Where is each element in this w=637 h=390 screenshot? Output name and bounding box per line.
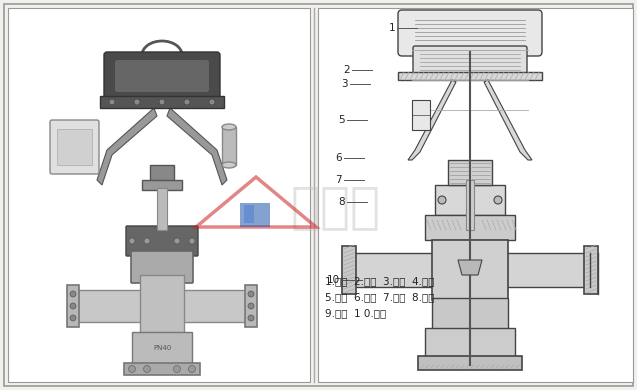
FancyBboxPatch shape bbox=[50, 120, 99, 174]
Circle shape bbox=[144, 238, 150, 244]
Circle shape bbox=[184, 99, 190, 105]
Circle shape bbox=[129, 238, 135, 244]
Bar bbox=[74, 290, 142, 322]
Bar bbox=[418, 356, 522, 370]
Bar bbox=[425, 215, 515, 240]
Bar bbox=[157, 188, 167, 230]
Bar bbox=[140, 275, 184, 335]
Bar bbox=[432, 298, 508, 330]
Circle shape bbox=[248, 303, 254, 309]
Circle shape bbox=[248, 291, 254, 297]
Bar bbox=[466, 180, 474, 230]
Circle shape bbox=[189, 365, 196, 372]
Bar bbox=[584, 246, 598, 294]
Polygon shape bbox=[408, 80, 456, 160]
Text: 5.支架  6.阀杆  7.阀盖  8.阀芯: 5.支架 6.阀杆 7.阀盖 8.阀芯 bbox=[325, 292, 434, 302]
Circle shape bbox=[209, 99, 215, 105]
Polygon shape bbox=[484, 80, 532, 160]
Circle shape bbox=[174, 238, 180, 244]
Bar bbox=[342, 246, 356, 294]
Bar bbox=[124, 363, 200, 375]
Text: 1.膜蓋  2.膜片  3.弹簧  4.推杆: 1.膜蓋 2.膜片 3.弹簧 4.推杆 bbox=[325, 276, 434, 286]
Bar bbox=[245, 285, 257, 327]
Polygon shape bbox=[458, 260, 482, 275]
Bar bbox=[432, 240, 508, 300]
Text: 10: 10 bbox=[327, 275, 340, 285]
FancyBboxPatch shape bbox=[131, 251, 193, 283]
Circle shape bbox=[173, 365, 180, 372]
Ellipse shape bbox=[222, 162, 236, 168]
Bar bbox=[132, 332, 192, 370]
Bar bbox=[244, 205, 254, 223]
Bar bbox=[350, 253, 434, 287]
Text: 7: 7 bbox=[335, 175, 342, 185]
Circle shape bbox=[70, 315, 76, 321]
Text: 杜伯拉: 杜伯拉 bbox=[291, 183, 381, 231]
Text: 1: 1 bbox=[389, 23, 395, 33]
FancyBboxPatch shape bbox=[398, 10, 542, 56]
Circle shape bbox=[70, 291, 76, 297]
Circle shape bbox=[109, 99, 115, 105]
FancyBboxPatch shape bbox=[413, 46, 527, 76]
Bar bbox=[142, 180, 182, 190]
Bar bbox=[412, 100, 430, 130]
Bar bbox=[182, 290, 250, 322]
Text: 3: 3 bbox=[341, 79, 348, 89]
Bar bbox=[398, 72, 542, 80]
Text: PN40: PN40 bbox=[153, 345, 171, 351]
Circle shape bbox=[134, 99, 140, 105]
Bar bbox=[150, 165, 174, 185]
Bar bbox=[100, 96, 224, 108]
Circle shape bbox=[438, 196, 446, 204]
Text: 5: 5 bbox=[338, 115, 345, 125]
Circle shape bbox=[189, 238, 195, 244]
Bar bbox=[222, 127, 236, 165]
Polygon shape bbox=[167, 108, 227, 185]
Text: 8: 8 bbox=[338, 197, 345, 207]
Circle shape bbox=[159, 99, 165, 105]
Bar bbox=[240, 203, 270, 227]
Bar bbox=[435, 185, 505, 215]
Bar bbox=[318, 8, 633, 382]
Polygon shape bbox=[97, 108, 157, 185]
Circle shape bbox=[248, 315, 254, 321]
Bar bbox=[8, 8, 310, 382]
FancyBboxPatch shape bbox=[126, 226, 198, 256]
Bar bbox=[57, 129, 92, 165]
Ellipse shape bbox=[222, 124, 236, 130]
Text: 9.阀座  1 0.阀体: 9.阀座 1 0.阀体 bbox=[325, 308, 386, 318]
Bar bbox=[506, 253, 590, 287]
Circle shape bbox=[70, 303, 76, 309]
Text: 6: 6 bbox=[335, 153, 342, 163]
FancyBboxPatch shape bbox=[115, 60, 209, 92]
Bar bbox=[67, 285, 79, 327]
Bar bbox=[425, 328, 515, 360]
Bar bbox=[448, 160, 492, 185]
Circle shape bbox=[143, 365, 150, 372]
Circle shape bbox=[494, 196, 502, 204]
Text: 2: 2 bbox=[343, 65, 350, 75]
Circle shape bbox=[129, 365, 136, 372]
FancyBboxPatch shape bbox=[104, 52, 220, 103]
